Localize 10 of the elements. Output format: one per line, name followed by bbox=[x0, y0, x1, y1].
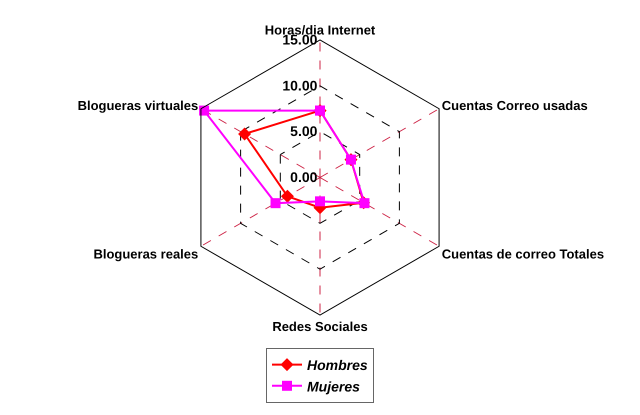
y-tick-label: 5.00 bbox=[290, 123, 318, 140]
spoke-label: Redes Sociales bbox=[272, 319, 368, 334]
spoke-label: Blogueras virtuales bbox=[78, 98, 198, 113]
spoke-label: Cuentas de correo Totales bbox=[442, 246, 604, 262]
legend-label: Mujeres bbox=[307, 378, 360, 394]
spoke-label: Blogueras reales bbox=[93, 246, 198, 262]
spoke-label: Cuentas Correo usadas bbox=[442, 98, 588, 113]
legend-label: Hombres bbox=[307, 357, 368, 374]
y-tick-label: 0.00 bbox=[290, 169, 318, 186]
y-tick-label: 10.00 bbox=[282, 77, 318, 94]
